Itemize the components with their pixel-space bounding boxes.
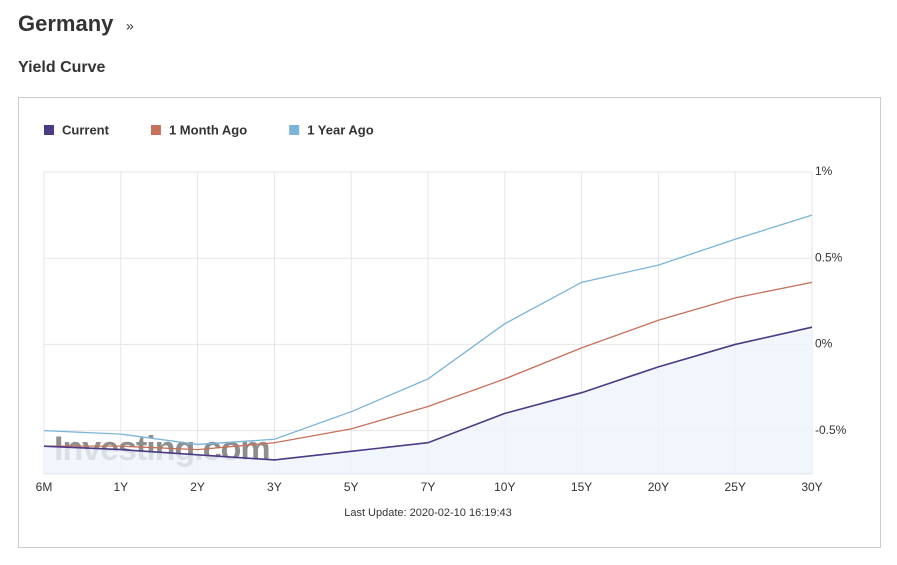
x-tick-label: 10Y (494, 480, 515, 494)
legend-swatch (150, 125, 161, 135)
x-tick-label: 15Y (571, 480, 592, 494)
x-tick-label: 5Y (344, 480, 359, 494)
footnote: Last Update: 2020-02-10 16:19:43 (344, 507, 512, 519)
line (44, 281, 813, 451)
legend-label[interactable]: 1 Year Ago (307, 122, 374, 137)
x-tick-label: 3Y (267, 480, 282, 494)
y-tick-label: -0.5% (815, 423, 847, 437)
legend-label[interactable]: 1 Month Ago (169, 122, 247, 137)
chart-title: Yield Curve (18, 59, 106, 76)
x-tick-label: 6M (36, 480, 53, 494)
x-tick-label: 25Y (725, 480, 746, 494)
y-tick-label: 0.5% (815, 250, 843, 264)
legend-swatch (44, 125, 54, 135)
chart-frame (18, 97, 881, 548)
x-tick-label: 1Y (113, 480, 128, 494)
legend-swatch (289, 125, 300, 135)
area (44, 327, 812, 474)
line (43, 214, 813, 446)
x-tick-label: 30Y (801, 480, 822, 494)
y-tick-label: 0% (815, 337, 833, 351)
legend-label[interactable]: Current (62, 122, 110, 137)
page-title: Germany (18, 11, 114, 36)
x-tick-label: 2Y (190, 480, 205, 494)
x-tick-label: 20Y (648, 480, 669, 494)
x-tick-label: 7Y (421, 480, 436, 494)
title-suffix[interactable]: » (126, 18, 134, 34)
line (43, 326, 813, 461)
y-tick-label: 1% (815, 164, 833, 178)
